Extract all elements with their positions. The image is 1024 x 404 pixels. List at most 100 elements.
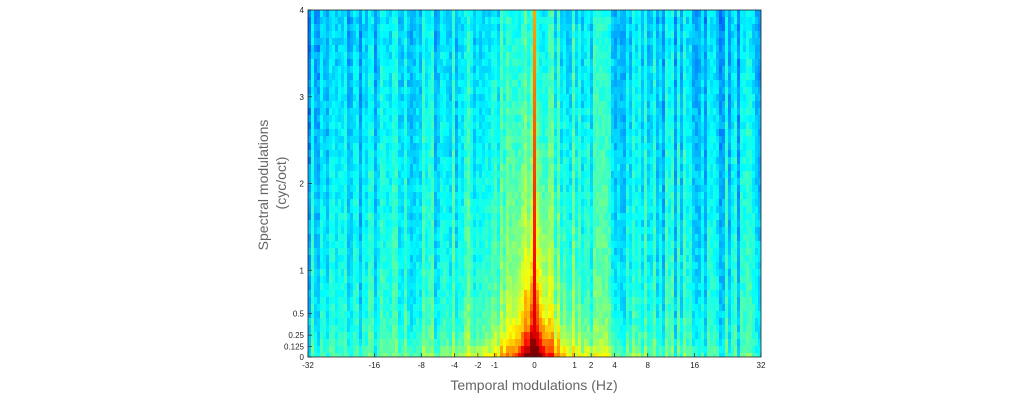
heatmap-cell [623,122,627,130]
heatmap-cell [500,192,504,200]
heatmap-cell [716,101,720,109]
heatmap-cell [605,115,609,123]
heatmap-cell [374,164,378,172]
heatmap-cell [596,122,600,130]
heatmap-cell [503,199,507,207]
heatmap-cell [509,150,513,158]
heatmap-cell [656,150,660,158]
heatmap-cell [548,178,552,186]
heatmap-cell [371,122,375,130]
heatmap-cell [494,136,498,144]
heatmap-cell [707,73,711,81]
heatmap-cell [602,227,606,235]
heatmap-cell [662,17,666,25]
heatmap-cell [512,87,516,95]
heatmap-cell [428,178,432,186]
heatmap-cell [548,213,552,221]
heatmap-cell [311,220,315,228]
heatmap-cell [641,122,645,130]
heatmap-cell [476,206,480,214]
heatmap-cell [431,129,435,137]
heatmap-cell [683,129,687,137]
heatmap-cell [623,10,627,18]
heatmap-cell [689,31,693,39]
heatmap-cell [515,136,519,144]
heatmap-cell [551,164,555,172]
heatmap-cell [446,24,450,32]
heatmap-cell [455,101,459,109]
heatmap-cell [386,164,390,172]
heatmap-cell [473,24,477,32]
heatmap-cell [500,17,504,25]
heatmap-cell [329,178,333,186]
heatmap-cell [515,220,519,228]
heatmap-cell [674,31,678,39]
heatmap-cell [704,143,708,151]
heatmap-cell [749,59,753,67]
heatmap-cell [743,227,747,235]
heatmap-cell [464,213,468,221]
heatmap-cell [617,220,621,228]
heatmap-cell [686,227,690,235]
heatmap-cell [554,17,558,25]
heatmap-cell [509,115,513,123]
heatmap-cell [725,171,729,179]
heatmap-cell [587,185,591,193]
heatmap-cell [542,10,546,18]
heatmap-cell [497,115,501,123]
heatmap-cell [431,59,435,67]
heatmap-cell [713,31,717,39]
heatmap-cell [635,206,639,214]
heatmap-cell [326,178,330,186]
heatmap-cell [551,171,555,179]
heatmap-cell [590,80,594,88]
heatmap-cell [659,24,663,32]
heatmap-cell [560,150,564,158]
heatmap-cell [629,10,633,18]
heatmap-cell [641,80,645,88]
heatmap-cell [320,24,324,32]
heatmap-cell [326,94,330,102]
heatmap-cell [602,143,606,151]
heatmap-cell [707,24,711,32]
heatmap-cell [587,220,591,228]
heatmap-cell [551,10,555,18]
heatmap-cell [428,24,432,32]
heatmap-cell [686,157,690,165]
heatmap-cell [731,192,735,200]
heatmap-cell [635,199,639,207]
heatmap-cell [632,185,636,193]
heatmap-cell [734,17,738,25]
heatmap-cell [374,101,378,109]
heatmap-cell [482,45,486,53]
heatmap-cell [494,94,498,102]
heatmap-cell [662,94,666,102]
heatmap-cell [491,31,495,39]
heatmap-cell [749,24,753,32]
heatmap-cell [689,143,693,151]
heatmap-cell [428,122,432,130]
heatmap-cell [737,31,741,39]
heatmap-cell [497,213,501,221]
heatmap-cell [716,31,720,39]
heatmap-cell [350,122,354,130]
heatmap-cell [422,178,426,186]
heatmap-cell [335,101,339,109]
heatmap-cell [356,185,360,193]
heatmap-cell [644,164,648,172]
heatmap-cell [674,178,678,186]
heatmap-cell [308,129,312,137]
heatmap-cell [560,59,564,67]
heatmap-cell [443,143,447,151]
heatmap-cell [521,38,525,46]
heatmap-cell [440,73,444,81]
heatmap-cell [701,122,705,130]
heatmap-cell [482,52,486,60]
heatmap-cell [749,10,753,18]
heatmap-cell [683,157,687,165]
heatmap-cell [542,73,546,81]
heatmap-cell [527,192,531,200]
heatmap-cell [503,129,507,137]
heatmap-cell [383,10,387,18]
heatmap-cell [734,171,738,179]
